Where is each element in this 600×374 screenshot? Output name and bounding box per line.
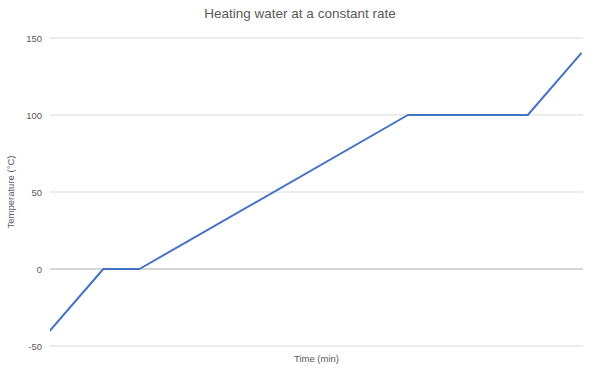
y-axis-title: Temperature (°C)	[5, 156, 16, 229]
grid-line	[50, 38, 583, 39]
chart-svg: -50 0 50 100 150 Heating water at a constant …	[0, 0, 600, 374]
x-axis-title: Time (min)	[294, 353, 339, 364]
background	[0, 0, 600, 374]
y-tick-label: 100	[26, 110, 42, 121]
data-line	[50, 53, 581, 330]
y-tick-label: 50	[31, 187, 42, 198]
grid-line	[50, 192, 583, 193]
chart-container: -50 0 50 100 150 Heating water at a constant …	[0, 0, 600, 374]
y-tick-label: 0	[37, 264, 42, 275]
y-tick-label: -50	[28, 341, 42, 352]
plot-area	[50, 53, 581, 330]
grid-line	[50, 346, 583, 347]
chart-title: Heating water at a constant rate	[204, 6, 395, 21]
y-tick-label: 150	[26, 33, 42, 44]
